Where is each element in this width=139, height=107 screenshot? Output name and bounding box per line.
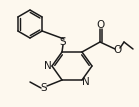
- Text: N: N: [44, 61, 52, 71]
- Text: O: O: [97, 20, 105, 30]
- Text: S: S: [41, 83, 47, 93]
- Text: N: N: [82, 77, 90, 87]
- Text: O: O: [114, 45, 122, 55]
- Text: S: S: [60, 37, 66, 47]
